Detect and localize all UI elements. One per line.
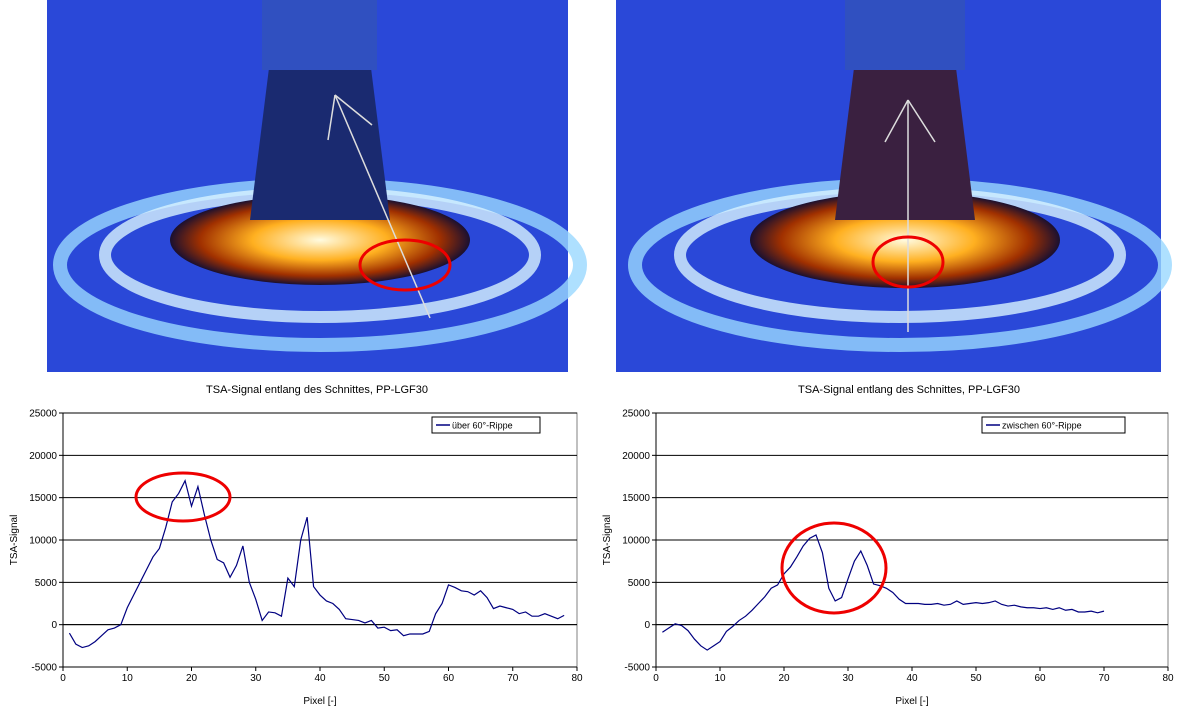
x-tick-label: 60 (1034, 673, 1046, 684)
x-tick-label: 0 (60, 673, 66, 684)
thermal-image-left (47, 0, 587, 372)
x-tick-label: 50 (970, 673, 982, 684)
y-tick-label: 25000 (622, 409, 650, 420)
legend-box (981, 416, 1126, 434)
x-tick-label: 0 (653, 673, 659, 684)
y-axis-label: TSA-Signal (602, 515, 613, 566)
y-tick-label: 25000 (29, 409, 57, 420)
y-tick-label: 20000 (622, 451, 650, 462)
x-tick-label: 30 (250, 673, 262, 684)
legend-label: zwischen 60°-Rippe (1002, 421, 1082, 431)
y-tick-label: 10000 (622, 536, 650, 547)
x-tick-label: 40 (906, 673, 918, 684)
x-tick-label: 80 (1162, 673, 1174, 684)
y-tick-label: -5000 (31, 663, 57, 674)
y-axis-label: TSA-Signal (9, 515, 20, 566)
x-tick-label: 80 (571, 673, 583, 684)
y-tick-label: 10000 (29, 536, 57, 547)
x-tick-label: 50 (379, 673, 391, 684)
x-tick-label: 30 (842, 673, 854, 684)
legend-box (431, 416, 541, 434)
chart-title: TSA-Signal entlang des Schnittes, PP-LGF… (206, 384, 428, 396)
x-tick-label: 10 (122, 673, 134, 684)
y-tick-label: 20000 (29, 451, 57, 462)
x-tick-label: 60 (443, 673, 455, 684)
legend-label: über 60°-Rippe (452, 421, 513, 431)
series-line (662, 534, 1105, 651)
x-tick-label: 20 (778, 673, 790, 684)
highlight-ellipse (134, 471, 232, 523)
x-tick-label: 70 (1098, 673, 1110, 684)
y-tick-label: -5000 (624, 663, 650, 674)
highlight-ellipse (780, 521, 888, 615)
x-tick-label: 20 (186, 673, 198, 684)
x-tick-label: 10 (714, 673, 726, 684)
y-tick-label: 15000 (29, 493, 57, 504)
x-tick-label: 40 (314, 673, 326, 684)
x-axis-label: Pixel [-] (303, 696, 337, 707)
y-tick-label: 5000 (35, 578, 58, 589)
chart-title: TSA-Signal entlang des Schnittes, PP-LGF… (798, 384, 1020, 396)
y-tick-label: 15000 (622, 493, 650, 504)
series-line (68, 479, 565, 649)
y-tick-label: 0 (51, 620, 57, 631)
x-tick-label: 70 (507, 673, 519, 684)
y-tick-label: 0 (644, 620, 650, 631)
thermal-image-right (616, 0, 1172, 372)
y-tick-label: 5000 (628, 578, 651, 589)
x-axis-label: Pixel [-] (895, 696, 929, 707)
